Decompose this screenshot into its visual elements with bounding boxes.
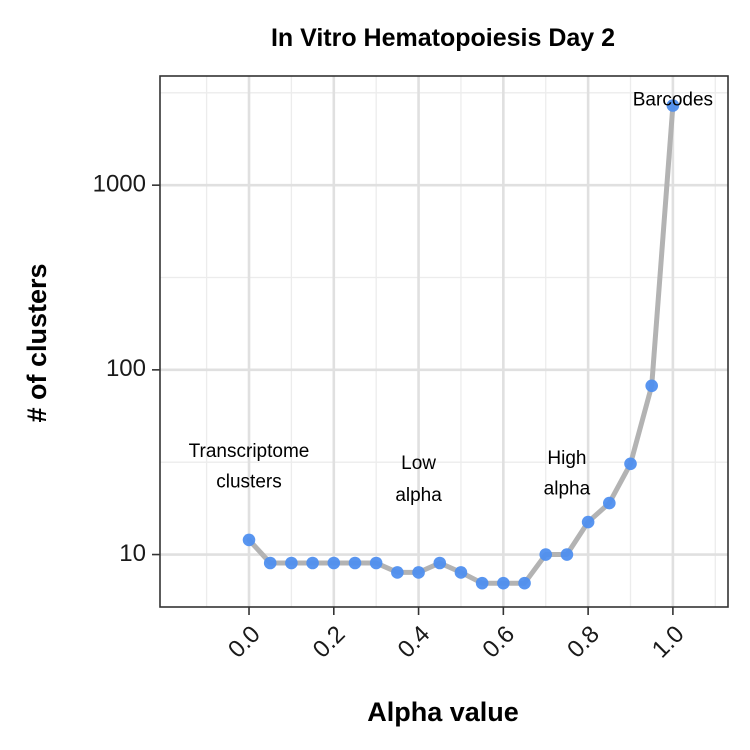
annotation-label: alpha bbox=[395, 485, 442, 506]
annotation-label: High bbox=[547, 448, 586, 469]
y-axis-title: # of clusters bbox=[22, 263, 52, 422]
data-point bbox=[263, 556, 277, 570]
data-point bbox=[581, 515, 595, 529]
data-point bbox=[433, 556, 447, 570]
annotation-label: Low bbox=[401, 453, 436, 474]
data-point bbox=[242, 533, 256, 547]
data-point bbox=[666, 99, 680, 112]
data-point bbox=[475, 576, 489, 590]
x-tick-label: 1.0 bbox=[647, 621, 690, 664]
data-point bbox=[454, 566, 468, 579]
annotation-label: clusters bbox=[216, 472, 281, 493]
data-point bbox=[369, 556, 383, 570]
x-tick-label: 0.6 bbox=[477, 621, 520, 664]
data-point bbox=[560, 548, 574, 561]
data-point bbox=[306, 556, 319, 570]
annotation-label: alpha bbox=[544, 479, 591, 500]
chart-title: In Vitro Hematopoiesis Day 2 bbox=[271, 24, 615, 52]
data-point bbox=[412, 566, 425, 579]
data-point bbox=[285, 556, 298, 570]
y-tick-label: 10 bbox=[119, 540, 146, 567]
x-tick-label: 0.2 bbox=[308, 621, 351, 664]
annotation-label: Barcodes bbox=[633, 90, 713, 111]
data-point bbox=[497, 576, 510, 590]
data-point bbox=[348, 556, 362, 570]
plot-panel bbox=[160, 76, 728, 607]
plot-border bbox=[159, 75, 729, 608]
data-point bbox=[327, 556, 341, 570]
y-tick-label: 1000 bbox=[93, 171, 146, 198]
data-point bbox=[603, 496, 616, 510]
y-tick-label: 100 bbox=[106, 355, 146, 382]
data-point bbox=[624, 457, 637, 471]
annotation-label: Transcriptome bbox=[189, 441, 310, 462]
data-point bbox=[645, 379, 659, 393]
series-layer bbox=[242, 99, 680, 590]
x-tick-label: 0.4 bbox=[393, 621, 436, 664]
x-tick-label: 0.0 bbox=[223, 621, 266, 664]
grid-lines bbox=[160, 76, 728, 607]
data-point bbox=[539, 548, 553, 561]
data-point bbox=[518, 576, 531, 590]
data-point bbox=[391, 566, 404, 579]
x-axis-title: Alpha value bbox=[367, 697, 519, 727]
annotation-layer: Transcriptome clusters Low alpha High alpha Ba… bbox=[189, 90, 713, 506]
x-tick-label: 0.8 bbox=[562, 621, 605, 664]
